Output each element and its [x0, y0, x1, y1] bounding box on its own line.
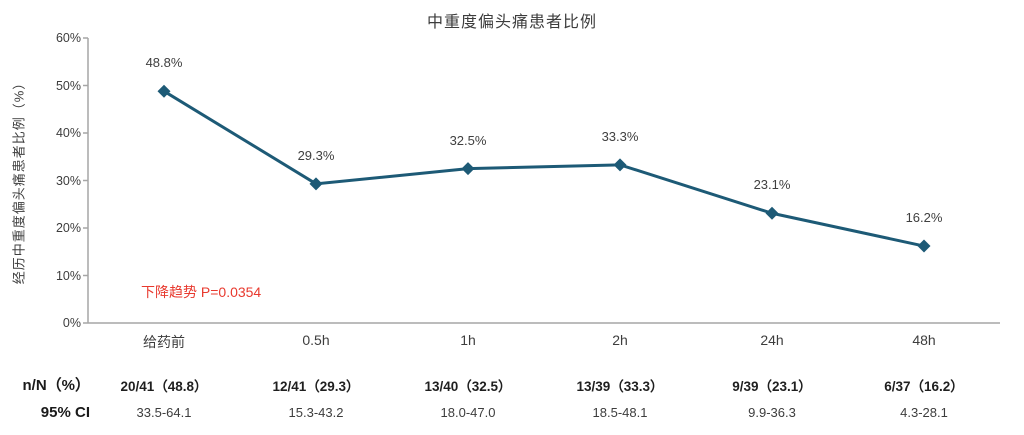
- data-point-label: 29.3%: [297, 147, 335, 163]
- series-line: [163, 89, 925, 248]
- y-tick-label: 60%: [55, 31, 81, 45]
- x-axis-label: 24h: [760, 332, 784, 348]
- data-point-marker: [765, 206, 779, 220]
- data-point-marker: [309, 177, 323, 191]
- y-tick-label: 10%: [55, 268, 81, 283]
- table-row-label: 95% CI: [40, 404, 90, 421]
- line-plot: [83, 37, 1000, 324]
- data-point-label: 48.8%: [145, 55, 183, 71]
- table-cell: 4.3-28.1: [900, 405, 948, 420]
- table-cell: 9.9-36.3: [748, 405, 796, 420]
- y-tick-label: 50%: [55, 78, 81, 93]
- y-tick-label: 30%: [55, 173, 81, 188]
- x-axis-label: 48h: [912, 332, 936, 348]
- data-point-label: 16.2%: [905, 210, 943, 226]
- trend-annotation: 下降趋势 P=0.0354: [141, 284, 262, 300]
- table-cell: 9/39（23.1）: [732, 379, 812, 394]
- y-tick-label: 0%: [62, 316, 81, 330]
- table-cell: 18.0-47.0: [440, 405, 496, 420]
- table-cell: 12/41（29.3）: [272, 379, 360, 394]
- table-cell: 20/41（48.8）: [120, 379, 208, 394]
- data-point-marker: [613, 158, 627, 172]
- chart-title: 中重度偏头痛患者比例: [426, 14, 597, 31]
- data-point-label: 32.5%: [449, 132, 487, 148]
- table-cell: 6/37（16.2）: [884, 379, 964, 394]
- y-tick-label: 40%: [55, 126, 81, 140]
- table-cell: 13/39（33.3）: [576, 379, 664, 394]
- data-point-label: 33.3%: [601, 128, 639, 144]
- x-axis-label: 1h: [460, 332, 476, 348]
- table-cell: 13/40（32.5）: [424, 379, 512, 394]
- x-axis-label: 0.5h: [302, 332, 330, 348]
- data-point-marker: [917, 239, 931, 253]
- data-point-label: 23.1%: [753, 177, 791, 193]
- table-cell: 33.5-64.1: [136, 405, 192, 420]
- x-axis-label: 给药前: [143, 334, 185, 350]
- table-cell: 18.5-48.1: [592, 405, 648, 420]
- table-row-label: n/N（%）: [22, 377, 90, 394]
- data-point-marker: [157, 84, 171, 98]
- y-tick-label: 20%: [55, 221, 81, 235]
- data-point-marker: [461, 162, 475, 176]
- x-axis-label: 2h: [612, 332, 628, 348]
- table-cell: 15.3-43.2: [288, 405, 344, 420]
